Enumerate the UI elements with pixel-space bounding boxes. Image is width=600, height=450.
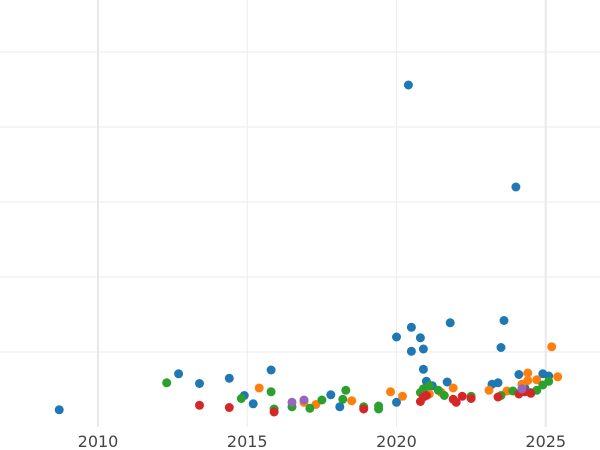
data-point-green [266,387,276,397]
data-point-blue [406,346,416,356]
data-point-red [457,391,467,401]
data-point-blue [335,402,345,412]
data-point-blue [392,332,401,342]
data-point-green [374,404,384,414]
data-point-blue [493,378,503,388]
data-point-blue [224,373,234,383]
data-point-red [493,392,503,402]
data-point-red [451,397,461,407]
data-point-orange [347,396,357,406]
data-point-blue [514,370,524,379]
data-point-blue [499,316,509,325]
x-axis-ticks: 2010 2015 2020 2025 [78,432,566,450]
data-point-blue [392,397,401,407]
data-point-blue [418,344,428,354]
data-point-red [224,403,234,412]
data-point-red [195,400,204,410]
data-point-green [433,385,443,395]
data-point-red [466,394,476,403]
data-point-orange [547,342,557,352]
data-point-orange [448,383,458,393]
gridlines [0,0,600,427]
data-points [54,80,563,417]
data-point-blue [54,405,64,415]
data-point-orange [532,375,542,385]
data-point-blue [415,333,425,343]
data-point-red [421,391,431,400]
data-point-blue [266,365,276,375]
data-point-purple [299,395,309,405]
data-point-blue [442,377,452,387]
x-tick-label: 2015 [227,432,268,450]
data-point-blue [248,399,258,409]
data-point-orange [484,385,494,395]
data-point-red [526,388,536,398]
x-tick-label: 2020 [376,432,417,450]
data-point-blue [195,379,204,388]
data-point-blue [406,322,416,332]
data-point-blue [403,80,413,90]
data-point-green [305,403,315,413]
data-point-blue [496,343,506,352]
data-point-green [439,391,449,400]
data-point-orange [254,383,264,393]
data-point-blue [445,318,455,328]
x-tick-label: 2025 [525,432,566,450]
data-point-orange [386,387,395,397]
data-point-orange [553,372,563,382]
data-point-green [317,395,327,405]
data-point-green [338,394,348,404]
data-point-green [544,376,554,386]
data-point-green [236,394,246,403]
data-point-green [162,378,172,388]
data-point-green [341,385,351,395]
data-point-red [269,407,279,417]
data-point-orange [523,368,533,378]
data-point-purple [287,397,297,407]
data-point-orange [523,376,533,385]
data-point-red [359,404,369,414]
data-point-blue [511,182,521,192]
data-point-blue [174,369,184,379]
data-point-green [424,381,434,391]
x-tick-label: 2010 [78,432,119,450]
data-point-blue [326,390,336,400]
data-point-orange [398,391,407,401]
data-point-blue [418,364,428,374]
data-point-purple [517,384,527,394]
